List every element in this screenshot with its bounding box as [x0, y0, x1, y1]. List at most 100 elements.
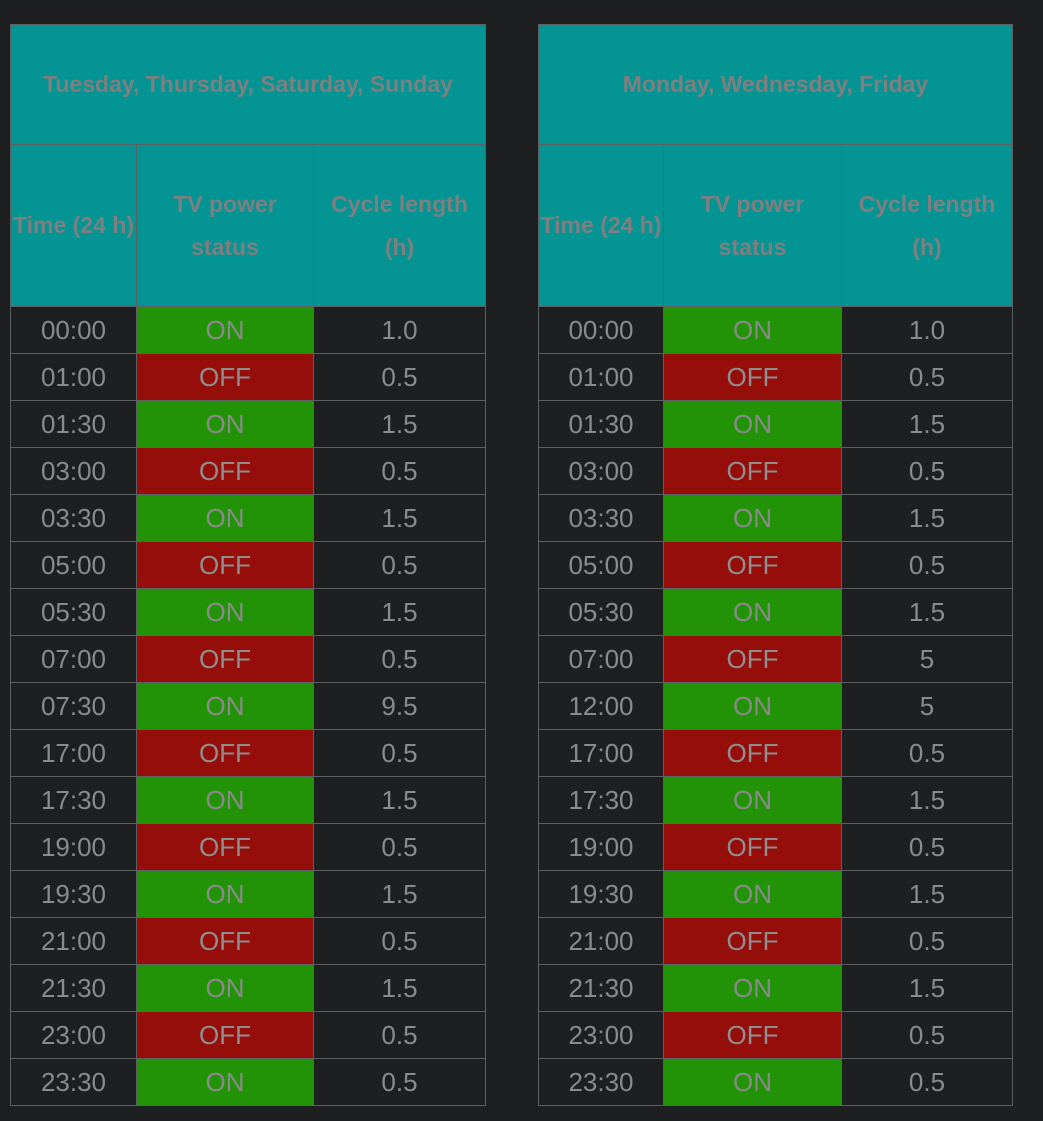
time-cell: 19:30: [538, 870, 664, 918]
table-row: 23:00 OFF 0.5: [538, 1011, 1013, 1059]
column-header-cycle-length: Cycle length (h): [841, 144, 1013, 307]
table-row: 03:30 ON 1.5: [10, 494, 486, 542]
power-status-cell: ON: [136, 306, 314, 354]
cycle-length-cell: 0.5: [841, 1058, 1013, 1106]
cycle-length-cell: 0.5: [313, 917, 486, 965]
table-row: 05:00 OFF 0.5: [10, 541, 486, 589]
table-row: 12:00 ON 5: [538, 682, 1013, 730]
time-cell: 05:00: [538, 541, 664, 589]
power-status-cell: ON: [136, 1058, 314, 1106]
power-status-cell: ON: [136, 588, 314, 636]
power-status-cell: ON: [136, 964, 314, 1012]
cycle-length-cell: 1.5: [313, 494, 486, 542]
power-status-cell: OFF: [136, 729, 314, 777]
time-cell: 17:30: [538, 776, 664, 824]
table-row: 21:00 OFF 0.5: [538, 917, 1013, 965]
table-title: Tuesday, Thursday, Saturday, Sunday: [10, 24, 486, 145]
time-cell: 01:00: [10, 353, 137, 401]
table-row: 03:00 OFF 0.5: [10, 447, 486, 495]
time-cell: 23:30: [10, 1058, 137, 1106]
table-row: 19:30 ON 1.5: [10, 870, 486, 918]
power-status-cell: ON: [136, 776, 314, 824]
cycle-length-cell: 0.5: [313, 635, 486, 683]
table-row: 07:00 OFF 0.5: [10, 635, 486, 683]
cycle-length-cell: 0.5: [313, 1011, 486, 1059]
table-row: 23:30 ON 0.5: [10, 1058, 486, 1106]
power-status-cell: OFF: [663, 447, 842, 495]
power-status-cell: OFF: [663, 635, 842, 683]
power-status-cell: OFF: [663, 1011, 842, 1059]
table-row: 17:30 ON 1.5: [10, 776, 486, 824]
cycle-length-cell: 5: [841, 635, 1013, 683]
time-cell: 19:00: [538, 823, 664, 871]
table-row: 19:30 ON 1.5: [538, 870, 1013, 918]
cycle-length-cell: 0.5: [841, 541, 1013, 589]
table-row: 21:30 ON 1.5: [538, 964, 1013, 1012]
power-status-cell: ON: [663, 682, 842, 730]
time-cell: 21:00: [10, 917, 137, 965]
table-row: 03:00 OFF 0.5: [538, 447, 1013, 495]
cycle-length-cell: 0.5: [313, 823, 486, 871]
table-row: 01:30 ON 1.5: [538, 400, 1013, 448]
table-row: 19:00 OFF 0.5: [538, 823, 1013, 871]
time-cell: 12:00: [538, 682, 664, 730]
table-row: 05:30 ON 1.5: [538, 588, 1013, 636]
table-row: 01:30 ON 1.5: [10, 400, 486, 448]
power-status-cell: ON: [663, 400, 842, 448]
cycle-length-cell: 1.5: [313, 400, 486, 448]
power-status-cell: OFF: [663, 729, 842, 777]
cycle-length-cell: 0.5: [841, 917, 1013, 965]
table-row: 01:00 OFF 0.5: [538, 353, 1013, 401]
power-status-cell: OFF: [663, 353, 842, 401]
power-status-cell: OFF: [136, 917, 314, 965]
power-status-cell: ON: [663, 494, 842, 542]
power-status-cell: ON: [663, 306, 842, 354]
power-status-cell: OFF: [136, 1011, 314, 1059]
time-cell: 07:00: [538, 635, 664, 683]
time-cell: 03:00: [10, 447, 137, 495]
table-row: 21:30 ON 1.5: [10, 964, 486, 1012]
cycle-length-cell: 1.5: [313, 776, 486, 824]
time-cell: 01:00: [538, 353, 664, 401]
time-cell: 21:30: [10, 964, 137, 1012]
cycle-length-cell: 5: [841, 682, 1013, 730]
time-cell: 19:00: [10, 823, 137, 871]
cycle-length-cell: 1.0: [841, 306, 1013, 354]
power-status-cell: OFF: [136, 823, 314, 871]
table-row: 00:00 ON 1.0: [538, 306, 1013, 354]
time-cell: 23:00: [538, 1011, 664, 1059]
cycle-length-cell: 0.5: [313, 353, 486, 401]
table-row: 17:30 ON 1.5: [538, 776, 1013, 824]
cycle-length-cell: 0.5: [313, 447, 486, 495]
cycle-length-cell: 0.5: [841, 729, 1013, 777]
table-row: 21:00 OFF 0.5: [10, 917, 486, 965]
column-header-time: Time (24 h): [538, 144, 664, 307]
cycle-length-cell: 1.5: [841, 870, 1013, 918]
cycle-length-cell: 0.5: [841, 353, 1013, 401]
column-header-power-status: TV power status: [136, 144, 314, 307]
time-cell: 21:00: [538, 917, 664, 965]
cycle-length-cell: 1.5: [841, 964, 1013, 1012]
table-row: 00:00 ON 1.0: [10, 306, 486, 354]
power-status-cell: OFF: [136, 635, 314, 683]
column-header-cycle-length: Cycle length (h): [313, 144, 486, 307]
table-row: 03:30 ON 1.5: [538, 494, 1013, 542]
power-status-cell: ON: [136, 400, 314, 448]
column-header-time: Time (24 h): [10, 144, 137, 307]
time-cell: 05:30: [538, 588, 664, 636]
cycle-length-cell: 1.0: [313, 306, 486, 354]
power-status-cell: ON: [663, 776, 842, 824]
cycle-length-cell: 0.5: [841, 823, 1013, 871]
power-status-cell: OFF: [663, 917, 842, 965]
cycle-length-cell: 1.5: [841, 588, 1013, 636]
cycle-length-cell: 1.5: [841, 776, 1013, 824]
time-cell: 17:30: [10, 776, 137, 824]
cycle-length-cell: 0.5: [841, 1011, 1013, 1059]
power-status-cell: OFF: [663, 823, 842, 871]
table-body: 00:00 ON 1.0 01:00 OFF 0.5 01:30 ON 1.5 03:00 OFF 0…: [10, 306, 486, 1106]
table-row: 17:00 OFF 0.5: [538, 729, 1013, 777]
table-row: 17:00 OFF 0.5: [10, 729, 486, 777]
time-cell: 23:00: [10, 1011, 137, 1059]
time-cell: 17:00: [538, 729, 664, 777]
